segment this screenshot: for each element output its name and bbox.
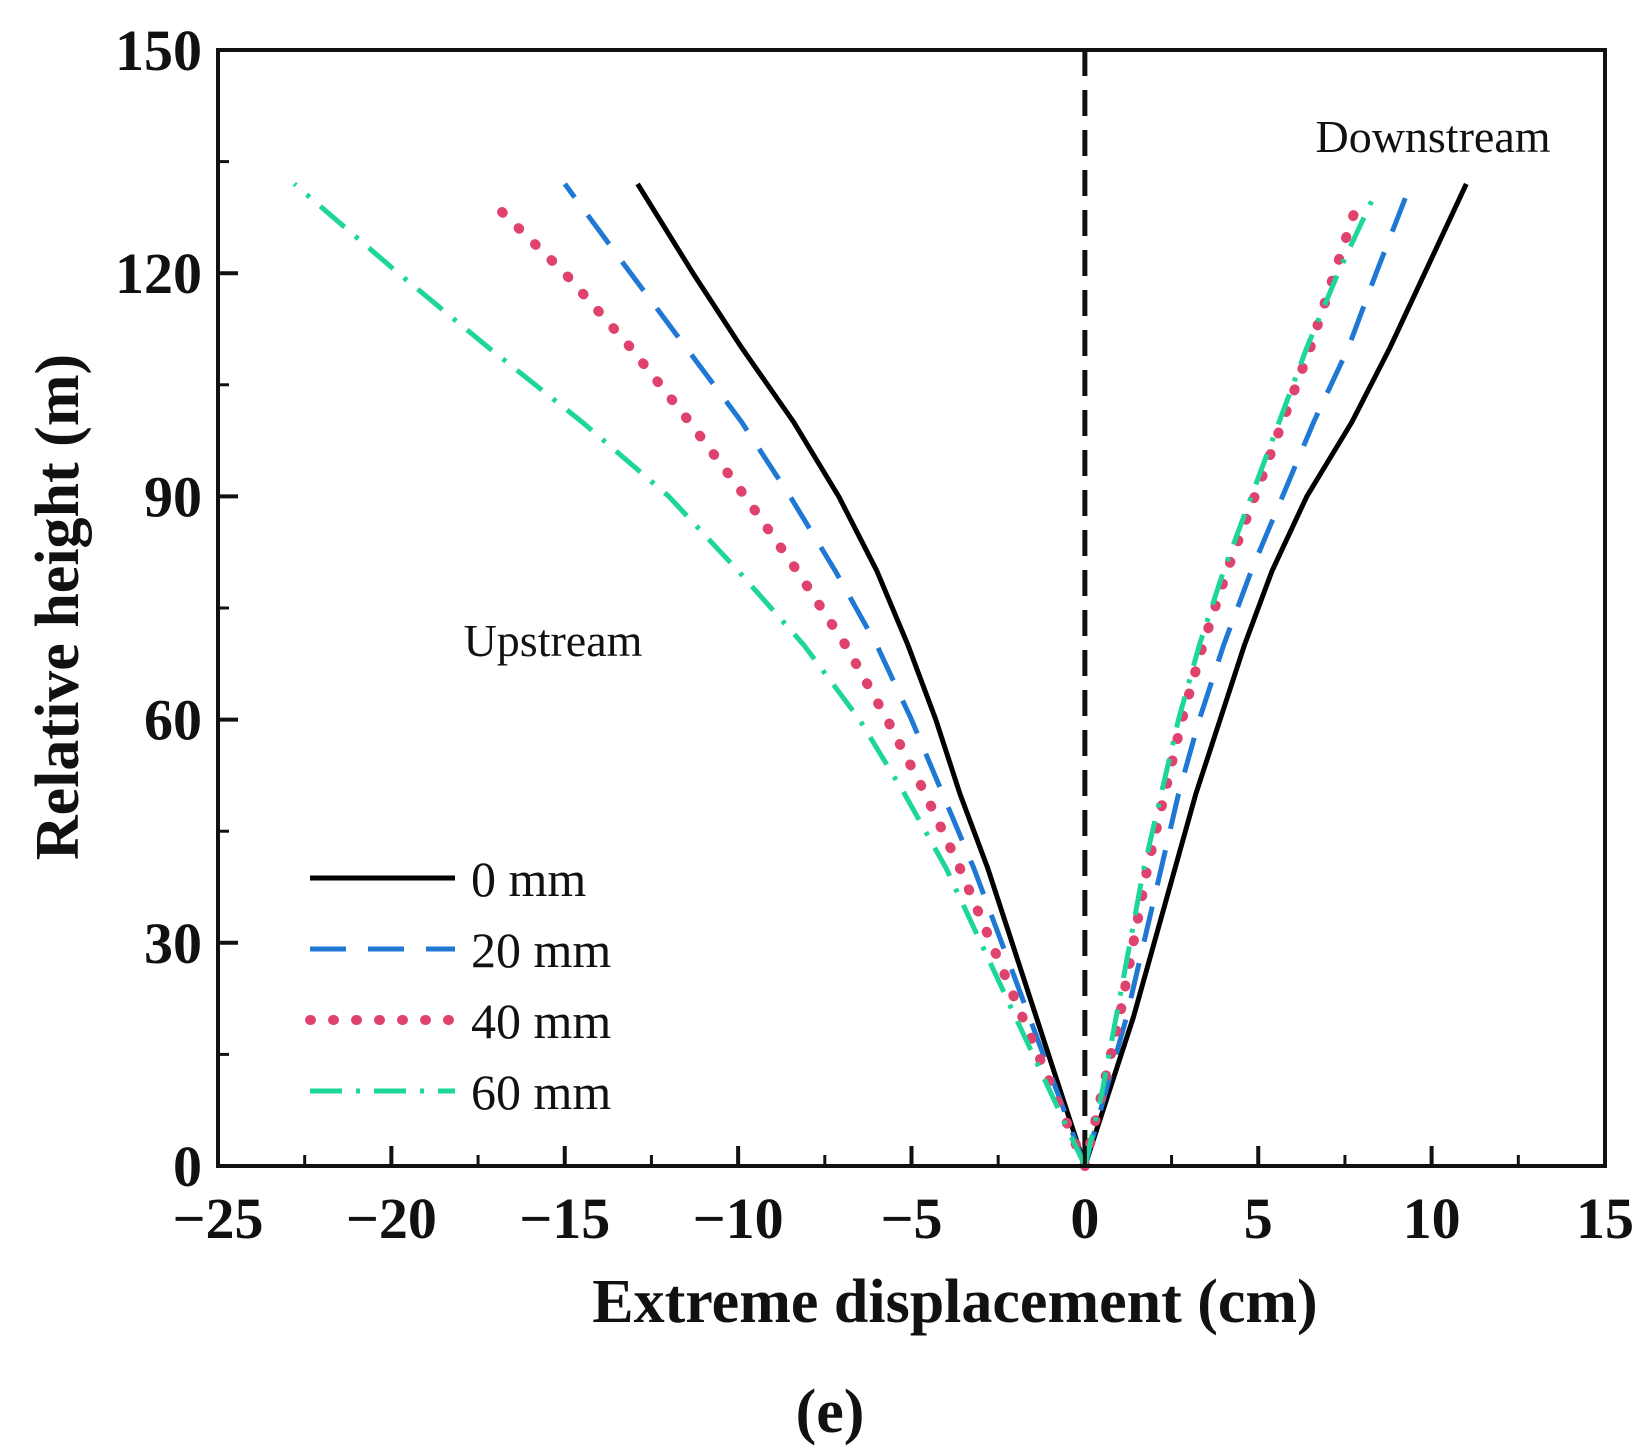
series-line-0-mm-upstream [635, 182, 1088, 1167]
upstream-annotation: Upstream [464, 615, 643, 666]
y-tick-label: 150 [115, 18, 202, 83]
x-tick-label: 5 [1244, 1186, 1273, 1251]
x-tick-label: −10 [693, 1186, 784, 1251]
x-tick-label: 0 [1070, 1186, 1099, 1251]
legend: 0 mm 20 mm 40 mm 60 mm [305, 851, 611, 1120]
series-line-0-mm-downstream [1082, 182, 1469, 1167]
y-tick-label: 0 [173, 1134, 202, 1199]
legend-label-20-mm: 20 mm [471, 922, 611, 978]
x-tick-label: 15 [1576, 1186, 1634, 1251]
y-tick-label: 60 [144, 688, 202, 753]
x-tick-label: 10 [1403, 1186, 1461, 1251]
series-line-40-mm-upstream [483, 193, 1090, 1171]
panel-label: (e) [796, 1378, 865, 1446]
y-tick-label: 30 [144, 911, 202, 976]
x-tick-label: −25 [172, 1186, 263, 1251]
series-line-40-mm-downstream [1079, 193, 1364, 1171]
downstream-annotation: Downstream [1315, 111, 1550, 162]
x-tick-label: −5 [880, 1186, 942, 1251]
x-tick-label: −20 [346, 1186, 437, 1251]
y-tick-label: 90 [144, 464, 202, 529]
legend-label-60-mm: 60 mm [471, 1064, 611, 1120]
y-tick-label: 120 [115, 241, 202, 306]
x-axis-title: Extreme displacement (cm) [592, 1268, 1317, 1336]
legend-label-40-mm: 40 mm [471, 993, 611, 1049]
series-line-60-mm-upstream [292, 182, 1088, 1168]
legend-label-0-mm: 0 mm [471, 851, 586, 907]
y-axis-title: Relative height (m) [24, 354, 92, 860]
series-line-60-mm-downstream [1082, 197, 1375, 1167]
data-layer [292, 50, 1469, 1171]
x-tick-label: −15 [519, 1186, 610, 1251]
series-line-20-mm-upstream [562, 182, 1088, 1167]
